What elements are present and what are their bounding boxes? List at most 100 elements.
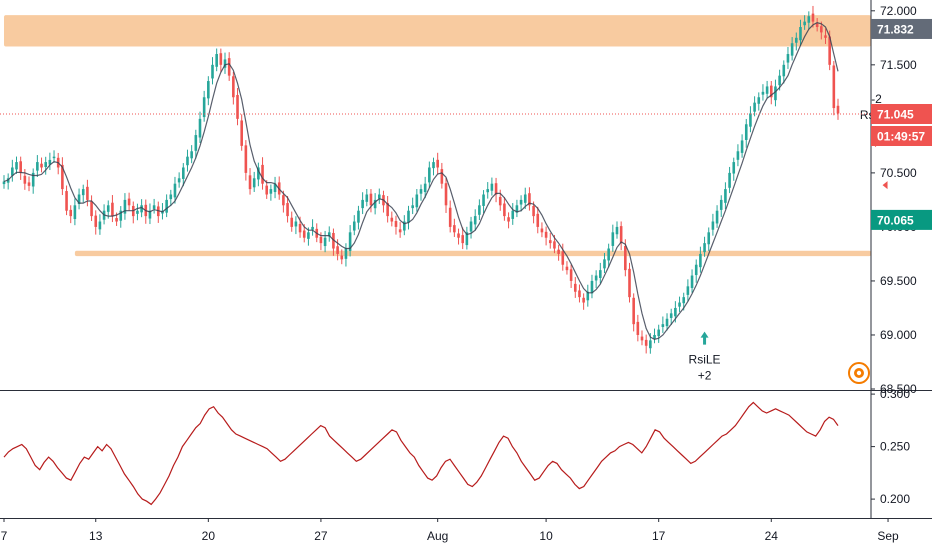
candle-body (357, 210, 360, 223)
candle-body (127, 198, 131, 206)
chart-logo-icon[interactable] (848, 362, 870, 384)
candle-body (715, 210, 719, 224)
candle-body (465, 232, 469, 246)
candle-93 (390, 211, 394, 227)
candle-94 (394, 215, 398, 235)
candle-body (227, 58, 231, 76)
candle-134 (561, 243, 565, 271)
candle-body (494, 183, 498, 195)
candle-124 (519, 195, 523, 212)
candle-body (536, 213, 540, 227)
candle-body (674, 307, 677, 317)
candle-body (619, 226, 623, 244)
candle-125 (523, 187, 527, 209)
candle-7 (31, 168, 35, 194)
candle-181 (757, 92, 761, 111)
candle-78 (327, 226, 331, 242)
candle-body (557, 249, 560, 254)
candle-135 (565, 261, 569, 275)
price-tick-label: 69.000 (880, 328, 917, 342)
candle-body (740, 140, 744, 153)
candle-143 (599, 262, 602, 284)
zone-0 (4, 15, 871, 47)
candle-body (811, 13, 815, 22)
candle-body (778, 75, 781, 86)
candle-body (44, 162, 47, 167)
price-tick-label: 70.500 (880, 166, 917, 180)
indicator-tick-label: 0.300 (880, 387, 910, 401)
candle-6 (27, 176, 31, 192)
candle-86 (361, 192, 364, 215)
candle-body (290, 217, 294, 227)
price-badge-text: 70.065 (877, 213, 914, 227)
candle-body (31, 172, 35, 187)
candle-82 (344, 243, 348, 267)
candle-101 (423, 176, 427, 199)
candle-body (169, 194, 173, 200)
candle-195 (815, 18, 819, 32)
candle-129 (540, 222, 544, 238)
candle-57 (240, 114, 243, 151)
candle-8 (36, 155, 39, 177)
candle-body (548, 240, 552, 244)
candle-115 (482, 190, 485, 214)
candle-177 (740, 134, 744, 158)
candle-55 (232, 71, 235, 105)
candle-body (340, 255, 344, 260)
candle-body (736, 151, 740, 160)
candle-body (411, 205, 414, 209)
candle-68 (286, 196, 289, 223)
indicator-series (3, 401, 839, 506)
candle-body (761, 91, 765, 95)
candle-43 (182, 163, 185, 187)
candle-body (257, 167, 260, 180)
candle-87 (365, 188, 369, 207)
candle-111 (465, 226, 469, 250)
price-badge-3: 70.065 (871, 209, 932, 230)
candle-153 (640, 330, 644, 346)
candle-body (186, 156, 189, 166)
candle-body (519, 199, 523, 205)
candle-166 (694, 259, 698, 283)
candle-168 (703, 236, 706, 257)
candle-90 (378, 188, 381, 204)
candle-body (378, 194, 381, 199)
candle-body (232, 76, 235, 98)
price-tick-label: 71.500 (880, 58, 917, 72)
candle-44 (186, 149, 189, 172)
candle-67 (282, 190, 285, 213)
candle-body (815, 23, 819, 28)
candle-147 (615, 221, 619, 239)
candle-47 (198, 111, 202, 144)
candle-body (507, 217, 510, 222)
candlestick-series (2, 5, 840, 354)
candle-body (61, 164, 64, 190)
candle-98 (411, 197, 414, 215)
price-badge-text: 71.045 (877, 107, 914, 121)
candle-23 (98, 214, 102, 235)
candle-51 (215, 48, 218, 72)
candle-body (352, 221, 356, 231)
candle-127 (532, 201, 535, 224)
candle-16 (69, 205, 73, 224)
candle-body (248, 175, 252, 190)
time-tick-label: 17 (652, 529, 666, 543)
candle-body (190, 151, 193, 159)
candle-body (594, 275, 598, 281)
candle-body (578, 290, 581, 298)
candle-body (820, 26, 823, 33)
candle-122 (511, 203, 515, 225)
candle-174 (728, 166, 731, 194)
candle-160 (669, 308, 673, 325)
candle-body (436, 159, 439, 168)
candle-104 (436, 152, 439, 174)
price-tick-label: 68.500 (880, 382, 917, 396)
candle-137 (573, 277, 577, 298)
candle-body (686, 286, 690, 295)
candle-body (603, 259, 606, 269)
candle-109 (457, 228, 460, 245)
candle-95 (398, 222, 402, 238)
candle-body (448, 207, 452, 227)
candle-body (711, 221, 715, 230)
